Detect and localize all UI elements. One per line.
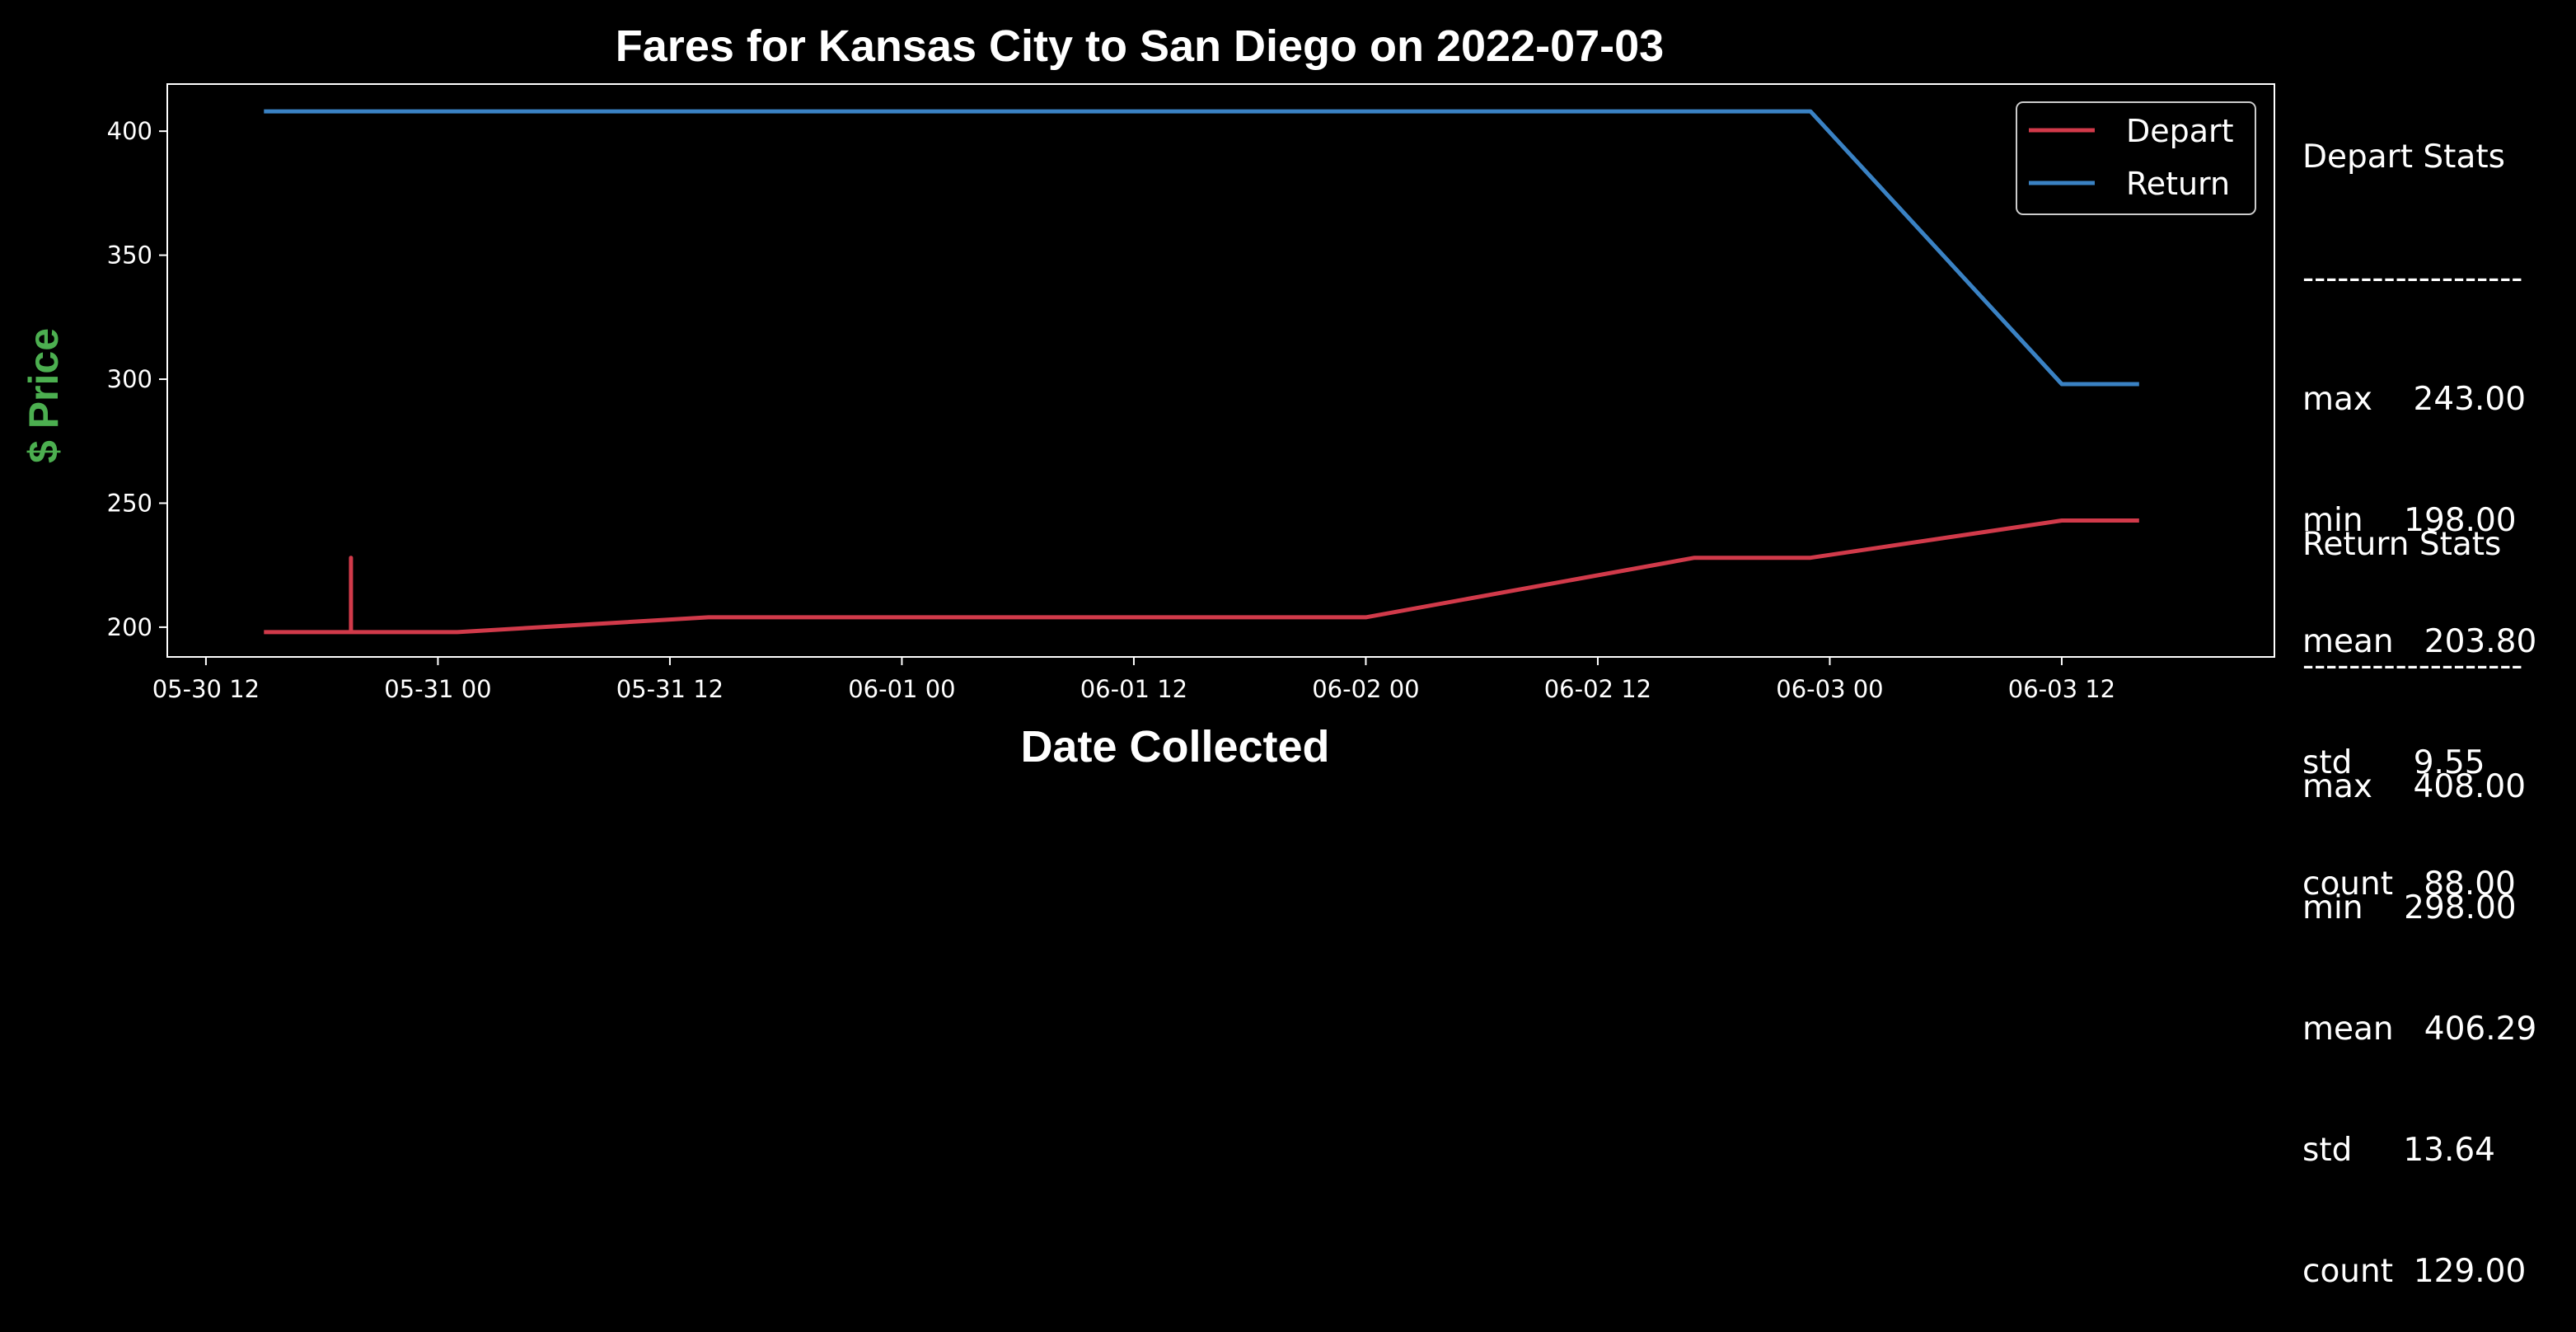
return-stats-divider: ------------------- (2302, 647, 2523, 684)
depart-stats-min: min 198.00 (2302, 502, 2517, 539)
return-stats-count: count 129.00 (2302, 1253, 2527, 1290)
legend-label-return: Return (2126, 166, 2230, 202)
depart-stats-std: std 9.55 (2302, 744, 2485, 781)
x-tick-label: 06-01 12 (1080, 675, 1187, 703)
x-tick-label: 05-31 00 (384, 675, 491, 703)
y-tick-label: 200 (107, 613, 152, 641)
x-tick-label: 06-01 00 (848, 675, 955, 703)
fare-chart: Fares for Kansas City to San Diego on 20… (21, 21, 2275, 772)
return-stats-std: std 13.64 (2302, 1132, 2495, 1169)
legend-label-depart: Depart (2126, 113, 2234, 149)
y-tick-label: 350 (107, 242, 152, 270)
series-line-depart (264, 518, 2139, 635)
x-tick-label: 06-03 00 (1776, 675, 1883, 703)
x-tick-label: 06-03 12 (2008, 675, 2115, 703)
return-stats-heading: Return Stats (2302, 526, 2502, 563)
y-axis: 200 250 300 350 400 (107, 117, 167, 641)
x-axis: 05-30 12 05-31 00 05-31 12 06-01 00 06-01 12… (152, 657, 2115, 703)
y-tick-label: 250 (107, 489, 152, 517)
return-stats-mean: mean 406.29 (2302, 1011, 2537, 1048)
y-axis-label: $ Price (21, 328, 67, 463)
plot-area-frame (166, 83, 2275, 658)
x-tick-label: 06-02 12 (1544, 675, 1651, 703)
depart-stats: Depart Stats ------------------- max 243… (2302, 56, 2536, 945)
series-line-return (264, 109, 2139, 387)
y-tick-label: 300 (107, 365, 152, 393)
x-tick-label: 05-30 12 (152, 675, 260, 703)
return-stats: Return Stats ------------------- max 408… (2302, 443, 2536, 1332)
depart-stats-max: max 243.00 (2302, 381, 2527, 418)
y-tick-label: 400 (107, 117, 152, 145)
chart-title: Fares for Kansas City to San Diego on 20… (616, 21, 1664, 71)
return-stats-max: max 408.00 (2302, 768, 2527, 805)
depart-stats-divider: ------------------- (2302, 260, 2523, 297)
legend: Depart Return (2016, 101, 2256, 215)
depart-stats-heading: Depart Stats (2302, 138, 2505, 176)
return-stats-min: min 298.00 (2302, 889, 2517, 926)
depart-stats-mean: mean 203.80 (2302, 623, 2537, 660)
x-axis-label: Date Collected (1020, 722, 1329, 772)
x-tick-label: 05-31 12 (616, 675, 724, 703)
series-layer (264, 109, 2139, 635)
x-tick-label: 06-02 00 (1312, 675, 1419, 703)
